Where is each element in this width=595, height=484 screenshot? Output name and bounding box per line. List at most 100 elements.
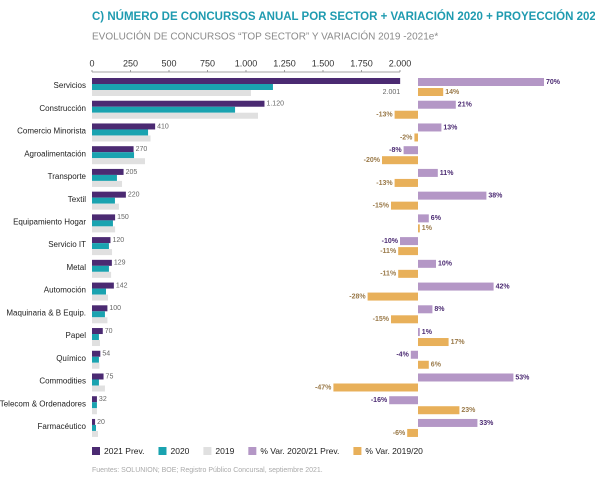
- bar: [418, 406, 460, 415]
- bar: [92, 408, 97, 415]
- bar: [92, 174, 117, 181]
- bar: [92, 168, 124, 175]
- bar: [92, 271, 112, 278]
- bar: [407, 428, 418, 437]
- category-label: Telecom & Ordenadores: [0, 399, 86, 408]
- legend-swatch: [158, 447, 167, 455]
- value-label: 75: [106, 373, 114, 380]
- value-label: -15%: [373, 202, 390, 209]
- bar: [92, 385, 105, 392]
- value-label: 6%: [431, 215, 442, 222]
- bar: [92, 356, 99, 363]
- category-label: Servicios: [54, 81, 86, 90]
- value-label: -28%: [349, 293, 366, 300]
- bar: [410, 350, 418, 359]
- x-tick-label: 1.250: [273, 58, 296, 68]
- bar: [92, 180, 123, 187]
- bar: [394, 110, 418, 119]
- value-label: 38%: [488, 192, 503, 199]
- bar: [92, 317, 108, 324]
- value-label: 1%: [422, 225, 433, 232]
- legend-label: 2019: [215, 446, 234, 456]
- value-label: -11%: [380, 271, 397, 278]
- x-tick-label: 750: [200, 58, 215, 68]
- legend-label: % Var. 2020/21 Prev.: [260, 446, 339, 456]
- x-tick-label: 2.000: [389, 58, 412, 68]
- value-label: 70%: [546, 79, 561, 86]
- bar: [418, 78, 544, 86]
- value-label: 1%: [422, 329, 433, 336]
- bar: [92, 265, 109, 272]
- bar: [92, 152, 135, 159]
- value-label: 270: [136, 146, 148, 153]
- bar: [92, 396, 97, 403]
- value-label: -15%: [373, 316, 390, 323]
- value-label: -47%: [315, 384, 332, 391]
- value-label: 32: [99, 396, 107, 403]
- bar: [414, 133, 418, 142]
- bar: [418, 282, 494, 291]
- bar: [92, 288, 107, 295]
- bar: [92, 243, 109, 250]
- category-label: Maquinaria & B Equip.: [6, 308, 86, 317]
- category-label: Químico: [56, 354, 86, 363]
- value-label: 70: [105, 328, 113, 335]
- bar: [92, 112, 259, 119]
- source: Fuentes: SOLUNION; BOE; Registro Público…: [92, 467, 323, 474]
- bar: [92, 129, 149, 136]
- bar: [92, 249, 113, 256]
- x-tick-label: 250: [123, 58, 138, 68]
- bar: [92, 294, 109, 301]
- bar: [92, 90, 251, 96]
- bar: [389, 396, 418, 405]
- value-label: 54: [102, 351, 110, 358]
- category-label: Comercio Minorista: [17, 127, 86, 136]
- bar: [418, 224, 420, 233]
- x-tick-label: 1.750: [350, 58, 373, 68]
- category-label: Commodities: [39, 377, 86, 386]
- bar: [92, 334, 99, 341]
- bar: [418, 360, 429, 369]
- bar: [398, 247, 418, 256]
- value-label: 120: [112, 237, 124, 244]
- bar: [418, 88, 444, 96]
- category-label: Servicio IT: [48, 240, 86, 249]
- bar: [418, 123, 442, 132]
- value-label: 2.001: [383, 89, 401, 96]
- bar: [92, 203, 119, 210]
- value-label: -13%: [376, 180, 393, 187]
- bar: [92, 191, 126, 198]
- bar: [92, 226, 116, 233]
- bar: [382, 156, 418, 165]
- bar: [92, 146, 134, 153]
- bar: [418, 214, 429, 223]
- value-label: 6%: [431, 362, 442, 369]
- value-label: 17%: [451, 339, 466, 346]
- value-label: 23%: [461, 407, 476, 414]
- category-label: Construcción: [39, 104, 86, 113]
- category-label: Textil: [68, 195, 86, 204]
- value-label: -11%: [380, 248, 397, 255]
- value-label: 8%: [434, 306, 445, 313]
- value-label: -2%: [400, 134, 413, 141]
- bar: [92, 350, 101, 357]
- value-label: 1.120: [266, 101, 284, 108]
- bar: [418, 191, 487, 200]
- bar: [92, 78, 401, 84]
- value-label: 150: [117, 214, 129, 221]
- bar: [92, 282, 114, 289]
- legend-label: % Var. 2019/20: [365, 446, 423, 456]
- value-label: 129: [114, 260, 126, 267]
- bar: [418, 338, 449, 347]
- value-label: 10%: [438, 261, 453, 268]
- bar: [92, 424, 97, 431]
- bar: [92, 328, 103, 335]
- bar: [92, 220, 113, 227]
- value-label: 11%: [440, 170, 454, 177]
- value-label: 33%: [479, 420, 494, 427]
- bar: [92, 214, 116, 221]
- legend-label: 2021 Prev.: [104, 446, 144, 456]
- bar: [92, 430, 99, 437]
- bar: [92, 158, 145, 165]
